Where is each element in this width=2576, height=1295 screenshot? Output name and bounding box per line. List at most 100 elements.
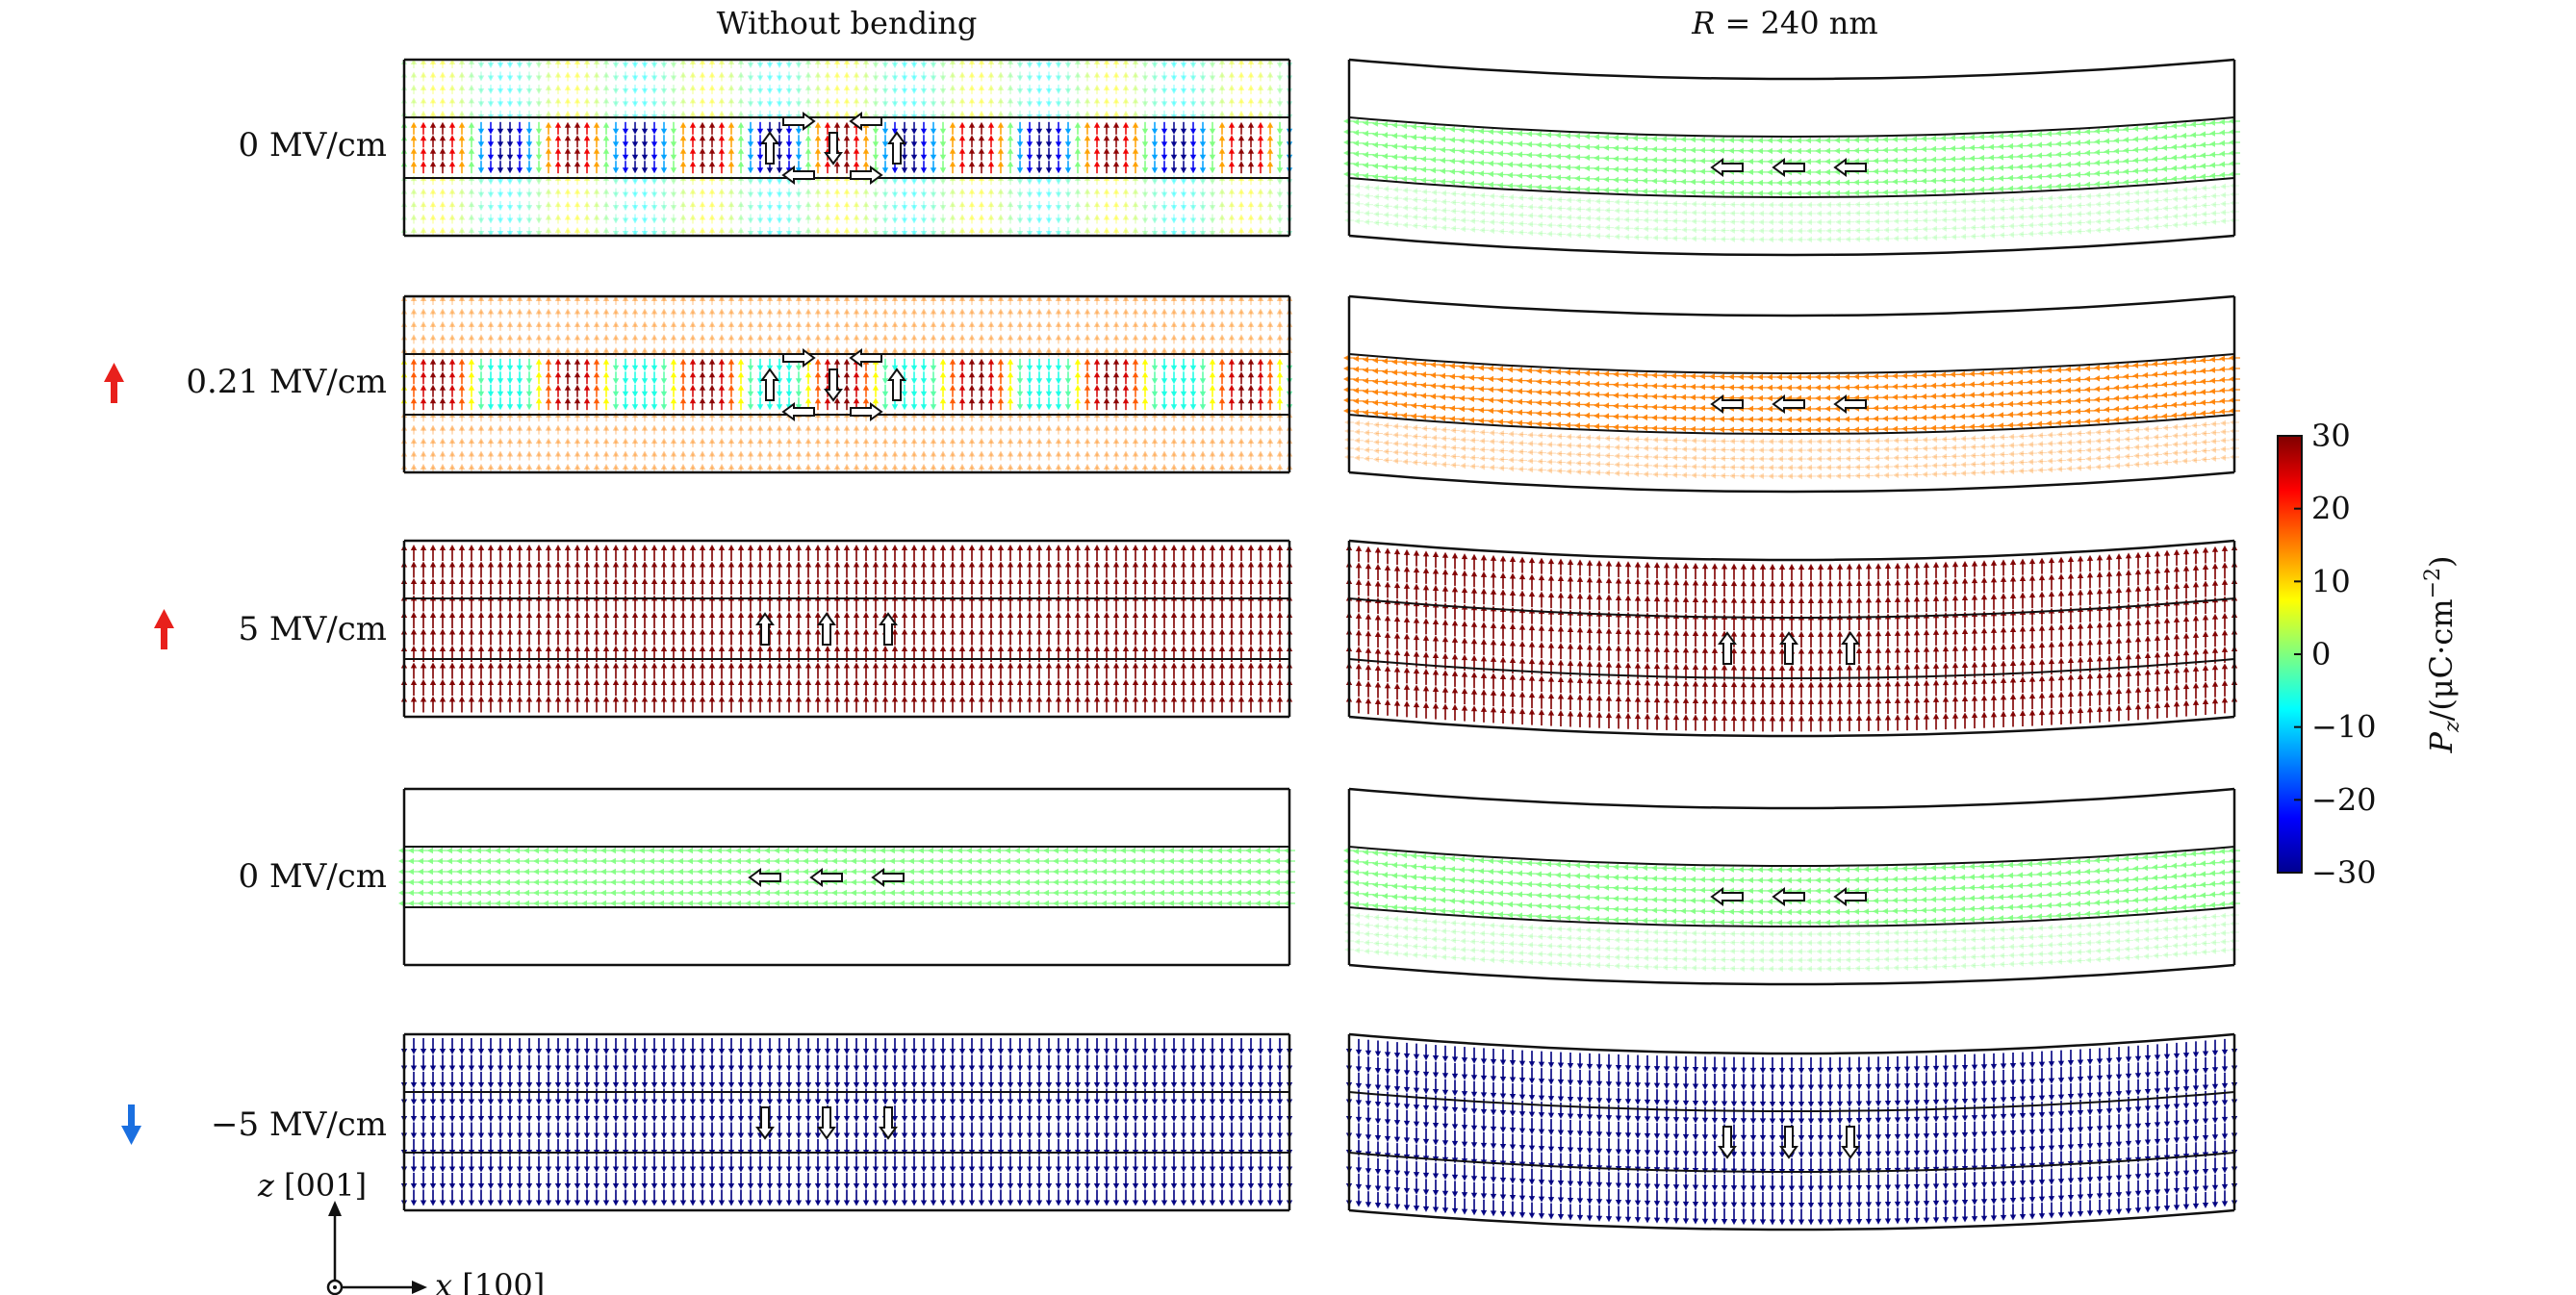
polarization-markers (1718, 631, 1860, 665)
layer-boundaries (402, 294, 1291, 474)
polarization-field (400, 545, 1293, 713)
layer-boundaries (1347, 787, 2236, 986)
marker-left-icon (871, 868, 905, 887)
x-axis-direction: [100] (462, 1267, 545, 1295)
marker-right-icon (782, 112, 816, 131)
marker-down-icon (817, 1106, 836, 1140)
polarization-markers (755, 1106, 898, 1140)
field-down-arrow-row5 (121, 1105, 141, 1145)
polarization-markers (748, 868, 905, 887)
colorbar-tick-label: 30 (2311, 418, 2351, 454)
polarization-field (398, 847, 1295, 907)
polarization-field (400, 59, 1293, 237)
x-axis-arrowhead (412, 1281, 427, 1294)
x-axis-label: x [100] (435, 1267, 545, 1295)
z-axis-label: z [001] (257, 1167, 367, 1204)
marker-left-icon (1710, 887, 1744, 906)
marker-left-icon (748, 868, 781, 887)
polarization-markers (755, 612, 898, 646)
colorbar-label: Pz/(μC·cm−2) (2421, 555, 2464, 753)
layer-boundaries (402, 787, 1291, 967)
colorbar-tick-label: 0 (2311, 636, 2331, 673)
z-axis-symbol: z (257, 1167, 275, 1204)
marker-down-icon (879, 1106, 898, 1140)
polarization-markers (760, 348, 906, 421)
header-bent-radius: R = 240 nm (1691, 5, 1877, 41)
colorbar-tick-label: −20 (2311, 781, 2377, 818)
colorbar-label-unit: /(μC·cm (2423, 598, 2460, 721)
marker-left-icon (849, 348, 882, 368)
colorbar-ticks: 30 20 10 0 −10 −20 −30 (2294, 418, 2377, 891)
polarization-markers (760, 112, 906, 185)
polarization-markers (1710, 887, 1867, 906)
marker-up-icon (1779, 631, 1798, 665)
colorbar-label-exp: −2 (2421, 568, 2445, 598)
polarization-markers (1718, 1126, 1860, 1159)
radius-value: = 240 nm (1715, 5, 1877, 41)
panels (398, 58, 2240, 1232)
field-labels: 0 MV/cm 0.21 MV/cm 5 MV/cm 0 MV/cm −5 MV… (186, 126, 387, 1144)
panel-bent-row-3 (1345, 539, 2238, 738)
field-up-arrow-row3 (154, 609, 174, 649)
marker-down-icon (1841, 1126, 1860, 1159)
marker-up-icon (887, 368, 906, 401)
colorbar-tick-label: 10 (2311, 563, 2351, 599)
row-label-4: 0 MV/cm (238, 857, 387, 896)
layer-boundaries (1347, 58, 2236, 257)
marker-left-icon (1833, 394, 1867, 414)
row-label-2: 0.21 MV/cm (186, 363, 387, 401)
marker-left-icon (1833, 158, 1867, 177)
marker-up-icon (887, 131, 906, 165)
polarization-markers (1710, 394, 1867, 414)
marker-left-icon (781, 165, 815, 185)
colorbar-label-sub: z (2440, 721, 2464, 733)
colorbar-tick-label: −10 (2311, 709, 2377, 746)
marker-down-icon (1779, 1126, 1798, 1159)
row-label-1: 0 MV/cm (238, 126, 387, 165)
polarization-field (1343, 117, 2240, 243)
polarization-field (1345, 545, 2238, 732)
marker-left-icon (1833, 887, 1867, 906)
marker-up-icon (879, 612, 898, 646)
row-label-3: 5 MV/cm (238, 610, 387, 648)
layer-boundaries (1347, 1032, 2236, 1232)
marker-down-icon (824, 132, 843, 165)
polarization-field (400, 1038, 1293, 1206)
row-label-5: −5 MV/cm (211, 1105, 387, 1144)
polarization-field (400, 295, 1293, 473)
colorbar-tick-label: −30 (2311, 854, 2377, 891)
layer-boundaries (402, 58, 1291, 238)
layer-boundaries (1347, 294, 2236, 494)
panel-flat-row-1 (400, 58, 1293, 238)
z-axis-arrowhead (328, 1201, 342, 1216)
layer-boundaries (402, 1032, 1291, 1212)
panel-bent-row-1 (1343, 58, 2240, 257)
polarization-markers (1710, 158, 1867, 177)
colorbar: 30 20 10 0 −10 −20 −30 Pz/(μC·cm−2) (2277, 418, 2464, 891)
polarization-field (1343, 354, 2240, 480)
marker-up-icon (1841, 631, 1860, 665)
x-axis-symbol: x (435, 1267, 452, 1295)
marker-down-icon (1718, 1126, 1737, 1159)
panel-bent-row-5 (1345, 1032, 2238, 1232)
marker-left-icon (849, 112, 882, 131)
marker-left-icon (1710, 394, 1744, 414)
panel-flat-row-3 (400, 539, 1293, 719)
colorbar-label-p: P (2423, 732, 2460, 754)
marker-down-icon (755, 1106, 775, 1140)
layer-boundaries (1347, 539, 2236, 738)
marker-up-icon (760, 131, 779, 165)
marker-up-icon (817, 612, 836, 646)
marker-left-icon (809, 868, 843, 887)
marker-down-icon (824, 368, 843, 402)
panel-bent-row-2 (1343, 294, 2240, 494)
panel-bent-row-4 (1343, 787, 2240, 986)
marker-right-icon (850, 402, 883, 421)
radius-symbol: R (1691, 5, 1715, 41)
layer-boundaries (402, 539, 1291, 719)
panel-flat-row-5 (400, 1032, 1293, 1212)
marker-up-icon (1718, 631, 1737, 665)
header-without-bending: Without bending (717, 5, 978, 41)
colorbar-tick-label: 20 (2311, 491, 2351, 527)
